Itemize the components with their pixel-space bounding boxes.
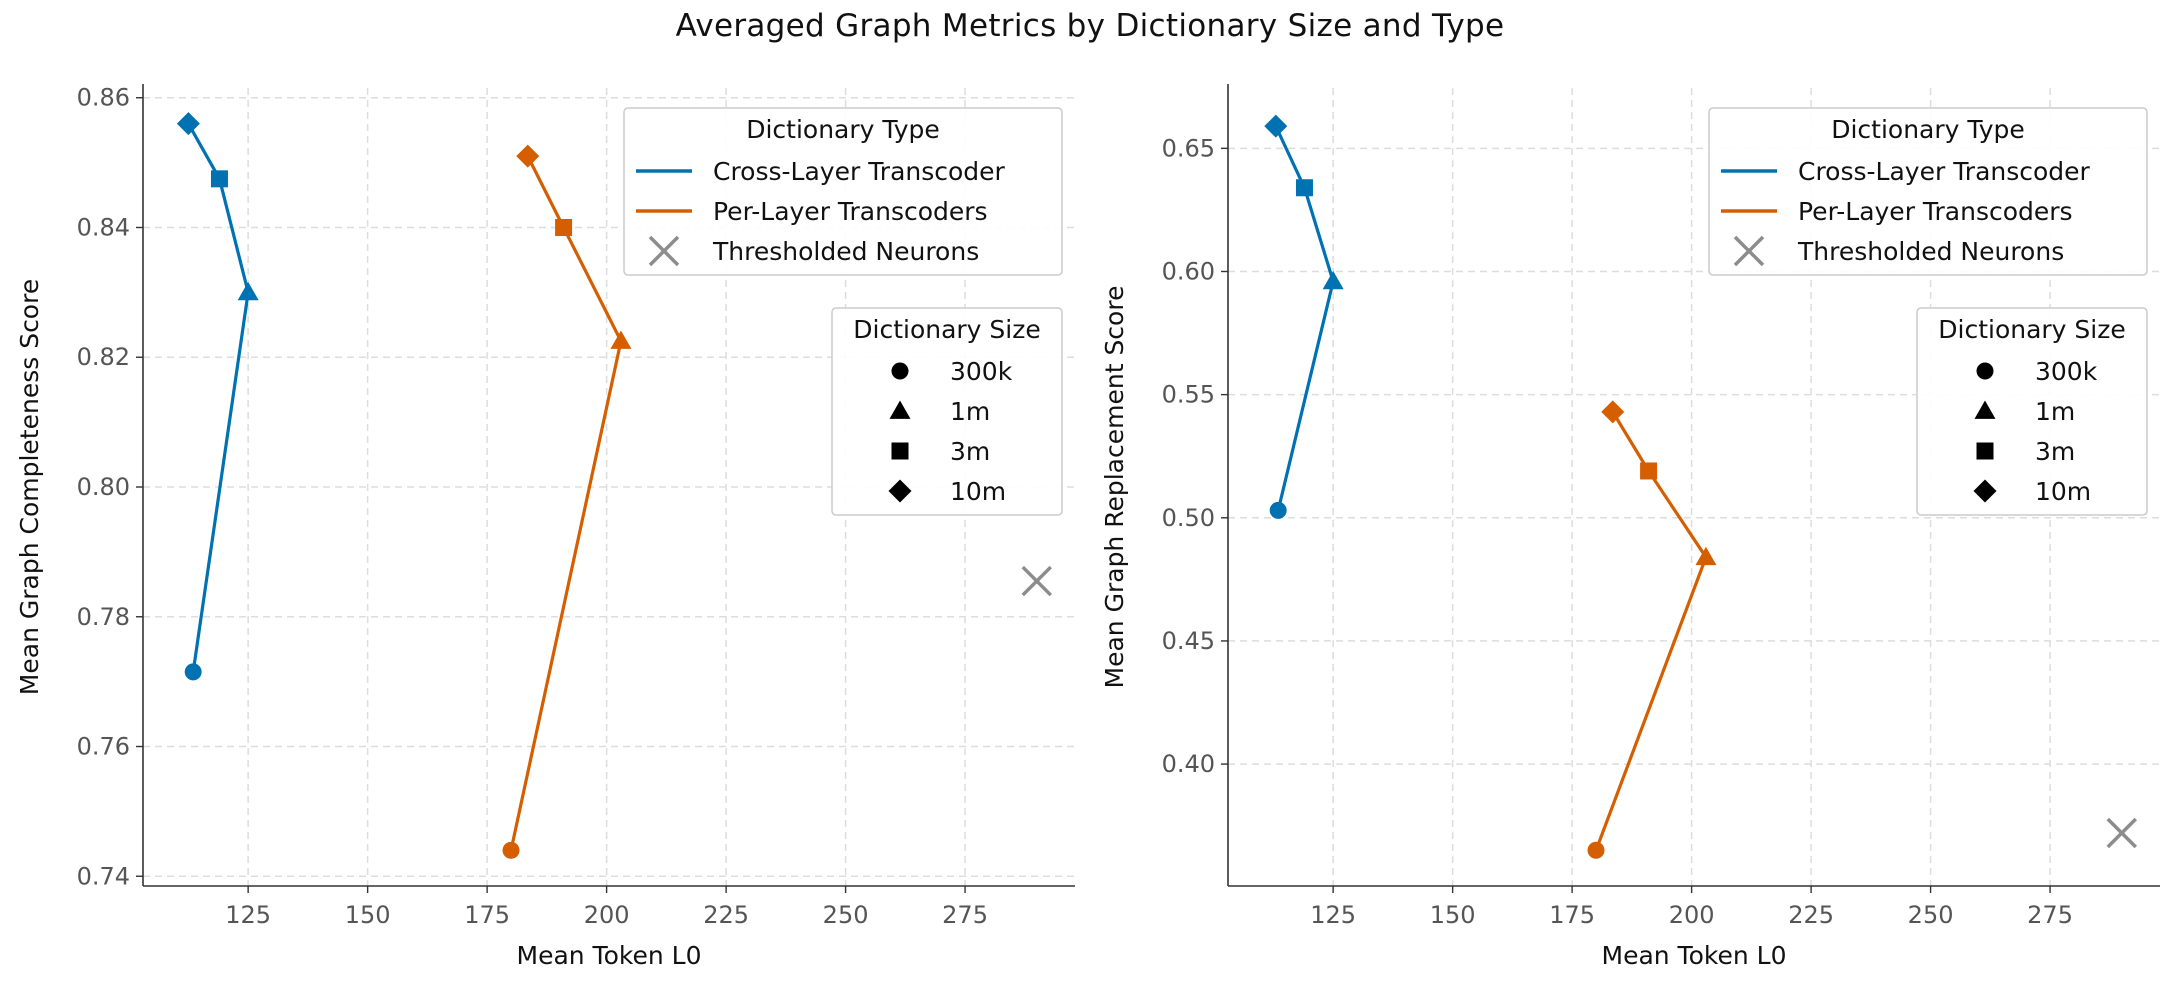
size-legend-diamond-icon xyxy=(888,479,912,503)
plt-marker-1m xyxy=(1695,546,1717,566)
clt-marker-3m xyxy=(210,170,228,188)
type-legend-x-icon xyxy=(648,235,680,267)
x-tick-label: 125 xyxy=(1310,901,1356,929)
type-legend-title: Dictionary Type xyxy=(1831,115,2025,144)
replacement-panel: 125 150 175 200 225 250 275 0.40 0.45 0.50 0.55 0.6… xyxy=(1100,84,2160,970)
y-tick-label: 0.76 xyxy=(77,733,130,761)
y-tick-label: 0.65 xyxy=(1162,134,1215,162)
plt-marker-300k xyxy=(1587,841,1605,859)
x-tick-label: 200 xyxy=(1669,901,1715,929)
y-tick-label: 0.60 xyxy=(1162,257,1215,285)
clt-marker-1m xyxy=(237,281,259,301)
y-tick-label: 0.45 xyxy=(1162,627,1215,655)
type-legend-label: Cross-Layer Transcoder xyxy=(713,157,1006,186)
x-tick-label: 275 xyxy=(2027,901,2073,929)
plt-marker-10m xyxy=(516,144,540,168)
x-tick-label: 150 xyxy=(345,901,391,929)
plt-series-line xyxy=(1594,411,1708,851)
y-tick-label: 0.80 xyxy=(77,473,130,501)
plt-marker-3m xyxy=(1640,462,1658,480)
type-legend-label: Thresholded Neurons xyxy=(712,237,979,266)
clt-marker-1m xyxy=(1322,270,1344,290)
size-legend-label: 3m xyxy=(950,437,990,466)
size-legend-label: 1m xyxy=(950,397,990,426)
x-tick-label: 175 xyxy=(464,901,510,929)
clt-marker-10m xyxy=(176,112,200,136)
x-tick-label: 200 xyxy=(584,901,630,929)
size-legend-title: Dictionary Size xyxy=(1938,315,2126,344)
size-legend-label: 300k xyxy=(950,357,1013,386)
x-axis-label: Mean Token L0 xyxy=(517,941,702,970)
type-legend-label: Per-Layer Transcoders xyxy=(1798,197,2073,226)
y-tick-label: 0.55 xyxy=(1162,381,1215,409)
size-legend-circle-icon xyxy=(1976,362,1994,380)
type-legend-label: Per-Layer Transcoders xyxy=(713,197,988,226)
clt-marker-3m xyxy=(1295,179,1313,197)
type-legend-x-icon xyxy=(1733,235,1765,267)
y-tick-label: 0.50 xyxy=(1162,504,1215,532)
y-tick-label: 0.74 xyxy=(77,862,130,890)
y-tick-label: 0.40 xyxy=(1162,750,1215,778)
size-legend-triangle-icon xyxy=(1974,400,1996,419)
y-tick-label: 0.78 xyxy=(77,603,130,631)
size-legend-title: Dictionary Size xyxy=(853,315,1041,344)
completeness-panel: 125 150 175 200 225 250 275 0.74 0.76 0.78 0.80 0.8… xyxy=(15,84,1075,970)
size-legend-square-icon xyxy=(1976,442,1994,460)
size-legend-label: 10m xyxy=(950,477,1006,506)
type-legend-label: Thresholded Neurons xyxy=(1797,237,2064,266)
x-tick-label: 275 xyxy=(942,901,988,929)
size-legend-label: 300k xyxy=(2035,357,2098,386)
type-legend-title: Dictionary Type xyxy=(746,115,940,144)
x-tick-label: 125 xyxy=(225,901,271,929)
clt-series-line xyxy=(187,122,250,673)
size-legend-triangle-icon xyxy=(889,400,911,419)
plt-marker-3m xyxy=(555,218,573,236)
neurons-marker xyxy=(1021,565,1053,597)
size-legend-diamond-icon xyxy=(1973,479,1997,503)
x-tick-label: 250 xyxy=(1908,901,1954,929)
x-tick-label: 225 xyxy=(703,901,749,929)
size-legend-box xyxy=(1916,307,2148,516)
y-tick-label: 0.86 xyxy=(77,84,130,112)
y-axis-label: Mean Graph Completeness Score xyxy=(15,279,44,695)
plt-marker-10m xyxy=(1601,400,1625,424)
type-legend-label: Cross-Layer Transcoder xyxy=(1798,157,2091,186)
x-tick-label: 175 xyxy=(1549,901,1595,929)
clt-series-line xyxy=(1274,125,1335,511)
x-tick-label: 250 xyxy=(823,901,869,929)
size-legend-square-icon xyxy=(891,442,909,460)
size-legend-label: 3m xyxy=(2035,437,2075,466)
type-legend-box xyxy=(1708,107,2148,276)
plt-marker-1m xyxy=(610,330,632,349)
x-tick-label: 225 xyxy=(1788,901,1834,929)
clt-marker-300k xyxy=(1269,501,1287,519)
size-legend-label: 1m xyxy=(2035,397,2075,426)
y-tick-label: 0.82 xyxy=(77,343,130,371)
size-legend-label: 10m xyxy=(2035,477,2091,506)
y-tick-label: 0.84 xyxy=(77,213,130,241)
figure-title: Averaged Graph Metrics by Dictionary Siz… xyxy=(675,8,1505,44)
clt-marker-300k xyxy=(184,663,202,681)
x-tick-label: 150 xyxy=(1430,901,1476,929)
plt-marker-300k xyxy=(502,841,520,859)
plt-series-line xyxy=(509,155,623,851)
size-legend-box xyxy=(831,307,1063,516)
y-axis-label: Mean Graph Replacement Score xyxy=(1100,286,1129,689)
size-legend-circle-icon xyxy=(891,362,909,380)
clt-marker-10m xyxy=(1264,114,1288,138)
type-legend-box xyxy=(623,107,1063,276)
neurons-marker xyxy=(2106,817,2138,849)
x-axis-label: Mean Token L0 xyxy=(1602,941,1787,970)
